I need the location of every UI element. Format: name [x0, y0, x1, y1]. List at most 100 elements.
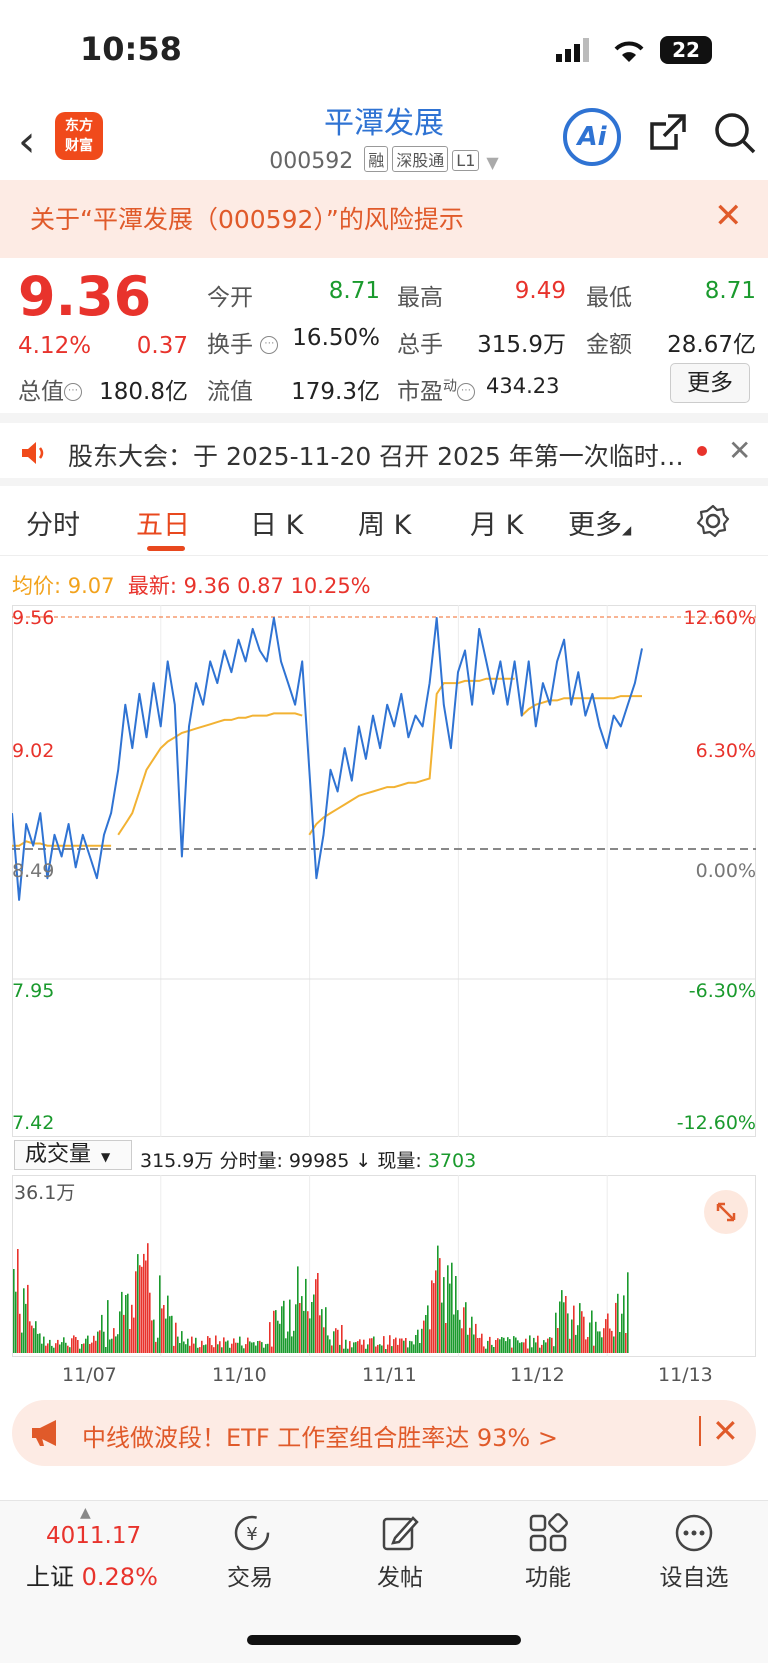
volume-bar: [481, 1333, 483, 1353]
volume-bar: [477, 1338, 479, 1353]
indicator-select[interactable]: 成交量 ▼: [14, 1140, 132, 1170]
volume-bar: [435, 1270, 437, 1353]
volume-bar: [575, 1334, 577, 1353]
volume-bar: [611, 1330, 613, 1353]
volume-bar: [447, 1265, 449, 1353]
label-float-cap: 流值: [207, 379, 253, 405]
volume-bar: [355, 1342, 357, 1353]
edit-icon[interactable]: [379, 1512, 421, 1554]
volume-bar: [165, 1318, 167, 1353]
current-price: 9.36: [18, 265, 152, 328]
stock-code-row[interactable]: 000592 融深股通 L1 ▼: [0, 146, 768, 174]
home-indicator: [247, 1635, 521, 1645]
value-open: 8.71: [328, 278, 380, 304]
volume-bar: [269, 1322, 271, 1353]
tab-more[interactable]: 更多◢: [568, 510, 632, 541]
volume-bar: [527, 1348, 529, 1353]
volume-bar: [535, 1342, 537, 1353]
volume-bar: [601, 1337, 603, 1353]
volume-bar: [285, 1338, 287, 1353]
volume-bar: [577, 1325, 579, 1353]
status-time: 10:58: [80, 30, 182, 68]
close-icon[interactable]: ✕: [714, 196, 743, 236]
promo-text[interactable]: 中线做波段！ETF 工作室组合胜率达 93% >: [82, 1424, 558, 1452]
volume-bar: [91, 1342, 93, 1353]
volume-bar: [239, 1336, 241, 1353]
x-tick-label: 11/13: [658, 1364, 713, 1386]
more-button[interactable]: 更多: [670, 363, 750, 403]
y-tick-left: 9.02: [12, 740, 55, 762]
volume-bar: [483, 1346, 485, 1353]
price-chart[interactable]: [12, 605, 756, 1137]
tab-monthly-k[interactable]: 月 K: [470, 510, 524, 541]
close-icon[interactable]: ✕: [712, 1412, 739, 1450]
volume-bar: [293, 1330, 295, 1353]
notice-text[interactable]: 股东大会：于 2025-11-20 召开 2025 年第一次临时…: [68, 442, 684, 471]
volume-bar: [209, 1337, 211, 1353]
volume-bar: [467, 1334, 469, 1353]
volume-bar: [409, 1340, 411, 1353]
volume-bar: [517, 1340, 519, 1353]
nav-functions[interactable]: 功能: [525, 1565, 571, 1591]
nav-post[interactable]: 发帖: [377, 1565, 423, 1591]
volume-bar: [29, 1321, 31, 1353]
volume-bar: [347, 1348, 349, 1353]
nav-trade[interactable]: 交易: [227, 1565, 273, 1591]
tab-daily-k[interactable]: 日 K: [250, 510, 304, 541]
share-icon[interactable]: [646, 110, 690, 154]
svg-text:¥: ¥: [246, 1524, 257, 1545]
y-tick-right: -12.60%: [676, 1112, 756, 1134]
volume-bar: [367, 1344, 369, 1353]
trade-icon[interactable]: ¥: [231, 1512, 273, 1554]
volume-bar: [153, 1319, 155, 1353]
risk-warning-text[interactable]: 关于“平潭发展（000592）”的风险提示: [30, 205, 464, 234]
y-tick-left: 8.49: [12, 860, 55, 882]
expand-up-icon[interactable]: ▲: [80, 1505, 91, 1521]
volume-frame: [12, 1175, 756, 1357]
grid-apps-icon[interactable]: [527, 1512, 569, 1554]
value-amount: 28.67亿: [667, 332, 756, 358]
volume-bar: [27, 1284, 29, 1353]
volume-bar: [473, 1334, 475, 1353]
volume-bar: [93, 1335, 95, 1353]
volume-bar: [531, 1347, 533, 1353]
tab-intraday[interactable]: 分时: [26, 510, 80, 541]
gear-icon[interactable]: [695, 503, 731, 539]
close-icon[interactable]: ✕: [728, 434, 752, 467]
volume-bar: [487, 1340, 489, 1353]
index-value[interactable]: 4011.17: [46, 1523, 142, 1549]
volume-bar: [247, 1337, 249, 1353]
nav-add-watchlist[interactable]: 设自选: [659, 1565, 729, 1591]
volume-bar: [151, 1320, 153, 1353]
search-icon[interactable]: [712, 110, 758, 156]
index-ticker[interactable]: 上证 0.28%: [26, 1557, 158, 1592]
back-chevron-icon[interactable]: ‹: [18, 116, 36, 167]
value-float-cap: 179.3亿: [291, 379, 380, 405]
volume-bar: [283, 1300, 285, 1353]
volume-chart[interactable]: [12, 1175, 756, 1357]
volume-bar: [301, 1296, 303, 1353]
stock-name[interactable]: 平潭发展: [324, 106, 444, 141]
dropdown-caret-icon[interactable]: ▼: [486, 153, 499, 172]
tab-five-day[interactable]: 五日: [136, 510, 190, 541]
ai-assistant-icon[interactable]: Ai: [563, 108, 621, 166]
volume-bar: [561, 1290, 563, 1353]
tab-weekly-k[interactable]: 周 K: [358, 510, 412, 541]
more-circle-icon[interactable]: [673, 1512, 715, 1554]
change-amount: 0.37: [136, 333, 188, 359]
volume-bar: [251, 1342, 253, 1353]
chart-frame: [12, 605, 756, 1137]
volume-bar: [137, 1254, 139, 1353]
promo-banner[interactable]: [12, 1400, 756, 1466]
volume-bar: [521, 1342, 523, 1353]
volume-bar: [333, 1331, 335, 1353]
volume-bar: [501, 1337, 503, 1353]
risk-warning-bar[interactable]: [0, 180, 768, 258]
y-tick-right: 0.00%: [695, 860, 756, 882]
x-tick-label: 11/07: [62, 1364, 117, 1386]
volume-bar: [57, 1339, 59, 1353]
latest-pct: 10.25%: [290, 574, 371, 598]
volume-bar: [187, 1338, 189, 1353]
volume-bar: [541, 1344, 543, 1353]
expand-chart-button[interactable]: [704, 1190, 748, 1234]
